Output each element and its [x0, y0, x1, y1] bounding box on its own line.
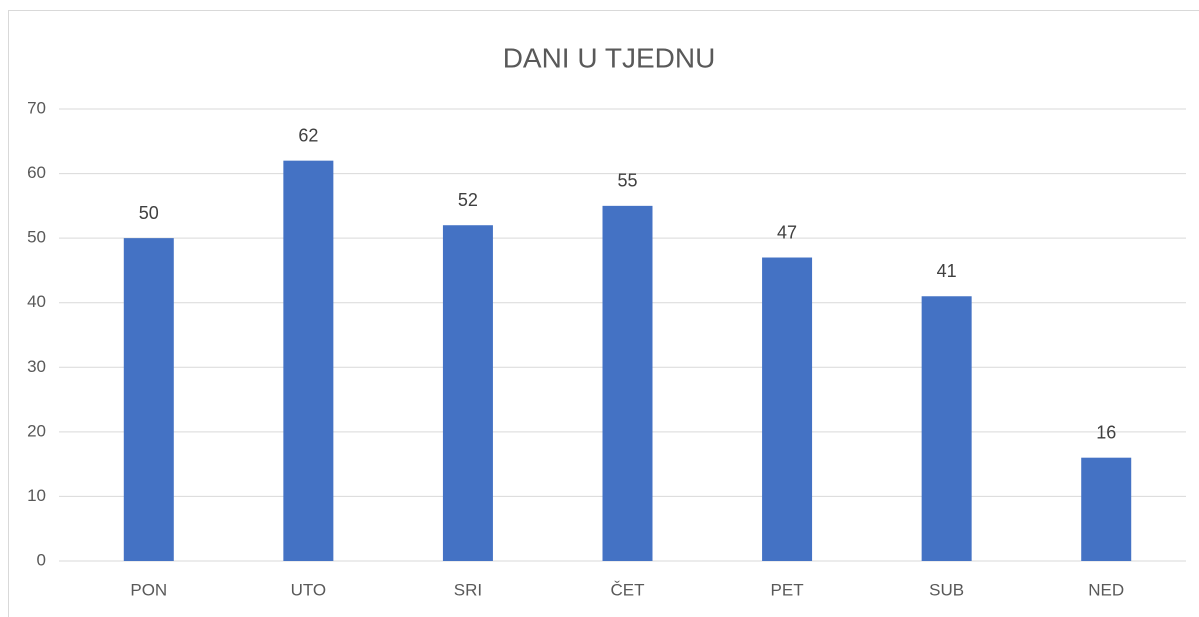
y-tick-label: 30 [27, 357, 46, 376]
data-label: 55 [617, 171, 637, 191]
data-label: 47 [777, 222, 797, 242]
bar [1081, 457, 1132, 561]
x-tick-label: UTO [291, 580, 327, 599]
x-tick-label: ČET [611, 580, 645, 599]
data-label: 41 [937, 261, 957, 281]
y-tick-label: 0 [37, 550, 46, 569]
x-tick-label: PET [771, 580, 804, 599]
y-tick-label: 50 [27, 228, 46, 247]
x-tick-label: NED [1088, 580, 1124, 599]
bar [921, 296, 972, 561]
data-label: 52 [458, 190, 478, 210]
chart-title: DANI U TJEDNU [503, 42, 716, 73]
y-tick-label: 70 [27, 98, 46, 117]
bar [602, 205, 653, 561]
x-tick-label: SUB [929, 580, 964, 599]
y-tick-label: 20 [27, 421, 46, 440]
x-tick-label: SRI [454, 580, 482, 599]
bar [762, 257, 813, 561]
y-tick-label: 60 [27, 163, 46, 182]
chart-frame [8, 10, 1199, 617]
bar [442, 225, 493, 561]
bar [123, 238, 174, 561]
data-label: 62 [298, 125, 318, 145]
bar [283, 160, 334, 561]
y-tick-label: 10 [27, 486, 46, 505]
x-tick-label: PON [130, 580, 167, 599]
data-label: 16 [1096, 422, 1116, 442]
y-tick-label: 40 [27, 292, 46, 311]
data-label: 50 [139, 203, 159, 223]
